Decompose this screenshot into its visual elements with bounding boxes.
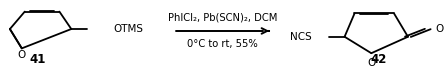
Text: O: O <box>18 50 26 60</box>
Text: O: O <box>436 24 444 34</box>
Text: O: O <box>367 58 376 68</box>
Text: OTMS: OTMS <box>114 24 144 34</box>
Text: PhICl₂, Pb(SCN)₂, DCM: PhICl₂, Pb(SCN)₂, DCM <box>168 12 278 22</box>
Text: 0°C to rt, 55%: 0°C to rt, 55% <box>187 39 258 49</box>
Text: NCS: NCS <box>290 32 312 42</box>
Text: 41: 41 <box>29 53 46 66</box>
Text: 42: 42 <box>370 53 386 66</box>
